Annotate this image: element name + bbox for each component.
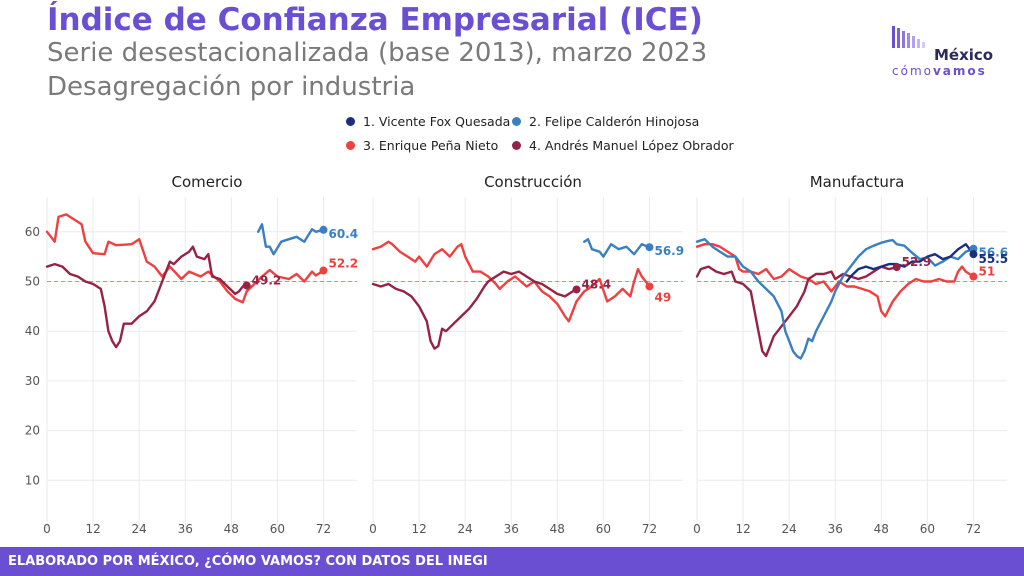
x-tick-label: 0 [43, 522, 51, 536]
x-tick-label: 72 [316, 522, 331, 536]
legend-item-pena: 3. Enrique Peña Nieto [346, 138, 498, 153]
page-subtitle: Serie desestacionalizada (base 2013), ma… [47, 38, 708, 68]
series-line-amlo [45, 245, 248, 349]
data-label-amlo: 49.2 [252, 273, 282, 287]
x-tick-label: 60 [270, 522, 285, 536]
x-tick-label: 36 [178, 522, 193, 536]
legend-swatch [512, 141, 521, 150]
x-tick-label: 60 [920, 522, 935, 536]
data-label-amlo: 52.9 [902, 255, 932, 269]
data-label-pena: 49 [654, 290, 671, 304]
x-tick-label: 12 [85, 522, 100, 536]
end-point-amlo [892, 263, 901, 272]
footer-credit: ELABORADO POR MÉXICO, ¿CÓMO VAMOS? CON D… [0, 547, 1024, 576]
x-tick-label: 24 [132, 522, 147, 536]
end-point-calderon [645, 243, 654, 252]
y-tick-label: 30 [25, 374, 40, 388]
legend-item-calderon: 2. Felipe Calderón Hinojosa [512, 114, 699, 129]
data-label-calderon: 56.6 [978, 246, 1008, 260]
end-point-amlo [572, 285, 581, 294]
series-line-calderon [257, 223, 325, 256]
series-line-pena [371, 240, 651, 323]
end-point-calderon [969, 244, 978, 253]
x-tick-label: 72 [642, 522, 657, 536]
x-tick-label: 72 [966, 522, 981, 536]
series-line-pena [45, 213, 325, 304]
legend-label: 4. Andrés Manuel López Obrador [529, 138, 734, 153]
y-tick-label: 10 [25, 473, 40, 487]
x-tick-label: 36 [504, 522, 519, 536]
end-point-pena [645, 282, 654, 291]
x-tick-label: 60 [596, 522, 611, 536]
data-label-calderon: 56.9 [654, 244, 684, 258]
end-point-amlo [242, 281, 251, 290]
logo-main-text: México [934, 46, 994, 64]
data-label-calderon: 60.4 [328, 227, 358, 241]
data-label-pena: 52.2 [328, 257, 358, 271]
y-tick-label: 50 [25, 274, 40, 288]
x-tick-label: 24 [458, 522, 473, 536]
x-tick-label: 24 [782, 522, 797, 536]
end-point-fox [969, 250, 978, 259]
x-tick-label: 36 [828, 522, 843, 536]
page-subtitle-2: Desagregación por industria [47, 72, 416, 102]
y-tick-label: 40 [25, 324, 40, 338]
logo-bars-icon [892, 26, 925, 48]
x-tick-label: 12 [411, 522, 426, 536]
legend-swatch [346, 117, 355, 126]
brand-logo: México cómovamos [890, 26, 1010, 86]
legend-label: 3. Enrique Peña Nieto [363, 138, 499, 153]
end-point-calderon [319, 225, 328, 234]
legend-item-fox: 1. Vicente Fox Quesada [346, 114, 510, 129]
panel-title: Construcción [484, 173, 582, 191]
series-line-calderon [695, 238, 975, 360]
series-line-amlo [695, 265, 898, 358]
y-tick-label: 20 [25, 424, 40, 438]
data-label-amlo: 48.4 [582, 277, 612, 291]
legend-item-amlo: 4. Andrés Manuel López Obrador [512, 138, 734, 153]
series-line-fox [845, 243, 975, 283]
x-tick-label: 12 [735, 522, 750, 536]
legend-label: 1. Vicente Fox Quesada [363, 114, 511, 129]
x-tick-label: 48 [550, 522, 565, 536]
panel-title: Manufactura [810, 173, 905, 191]
data-label-pena: 51 [978, 265, 995, 279]
end-point-pena [969, 272, 978, 281]
panel-title: Comercio [172, 173, 243, 191]
x-tick-label: 0 [693, 522, 701, 536]
y-tick-label: 60 [25, 225, 40, 239]
page-title: Índice de Confianza Empresarial (ICE) [47, 2, 703, 38]
end-point-pena [319, 266, 328, 275]
x-tick-label: 48 [224, 522, 239, 536]
line-chart: Comercio 10 20 30 40 50 60 0 12 24 36 48 60 72 60.4 52.… [25, 173, 1008, 536]
series-line-amlo [371, 270, 578, 350]
legend-swatch [346, 141, 355, 150]
logo-sub-text: cómovamos [892, 64, 987, 78]
series-line-calderon [583, 238, 651, 258]
data-label-fox: 55.5 [978, 252, 1008, 266]
x-tick-label: 0 [369, 522, 377, 536]
legend-label: 2. Felipe Calderón Hinojosa [529, 114, 700, 129]
legend-swatch [512, 117, 521, 126]
x-tick-label: 48 [874, 522, 889, 536]
